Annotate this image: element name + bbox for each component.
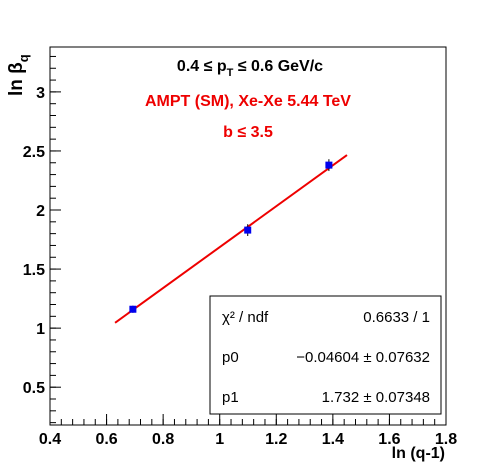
x-tick-label: 1.4 [322,431,344,448]
x-tick-label: 1.2 [265,431,287,448]
stats-box-frame [209,295,442,415]
y-tick-label: 2 [36,203,45,220]
fit-stats-box: χ² / ndf 0.6633 / 1 p0 −0.04604 ± 0.07632 p1… [209,295,442,415]
data-point [129,305,137,313]
y-tick-label: 1 [36,321,45,338]
x-tick-label: 1 [215,431,224,448]
data-point [244,226,252,234]
x-axis-label: ln (q-1) [392,445,445,462]
y-tick-label: 1.5 [23,262,45,279]
y-axis: 0.5 1 1.5 2 2.5 3 [23,55,61,424]
y-tick-label: 2.5 [23,144,45,161]
stats-label: p1 [222,389,239,406]
x-tick-label: 0.4 [39,431,61,448]
fit-layer [114,154,348,324]
stats-label: p0 [222,349,239,366]
stats-value: 1.732 ± 0.07348 [322,389,430,406]
x-tick-label: 0.6 [95,431,117,448]
y-tick-label: 0.5 [23,380,45,397]
title-line-impact: b ≤ 3.5 [223,124,273,141]
stats-value: −0.04604 ± 0.07632 [296,349,430,366]
title-block: 0.4 ≤ pT ≤ 0.6 GeV/c AMPT (SM), Xe-Xe 5.… [145,58,351,141]
data-point [325,161,333,169]
x-tick-label: 0.8 [152,431,174,448]
points-layer [129,159,333,313]
x-tick-label: 1.6 [378,431,400,448]
stats-value: 0.6633 / 1 [363,309,430,326]
stats-label: χ² / ndf [222,309,269,326]
x-axis: 0.4 0.6 0.8 1 1.2 1.4 1.6 1.8 [39,414,457,448]
title-line-system: AMPT (SM), Xe-Xe 5.44 TeV [145,93,351,110]
y-tick-label: 3 [36,85,45,102]
title-line-pt: 0.4 ≤ pT ≤ 0.6 GeV/c [177,58,323,79]
y-axis-label: ln βq [6,54,31,96]
x-tick-label: 1.8 [435,431,457,448]
fit-line [114,154,348,324]
plot-frame [49,46,447,426]
